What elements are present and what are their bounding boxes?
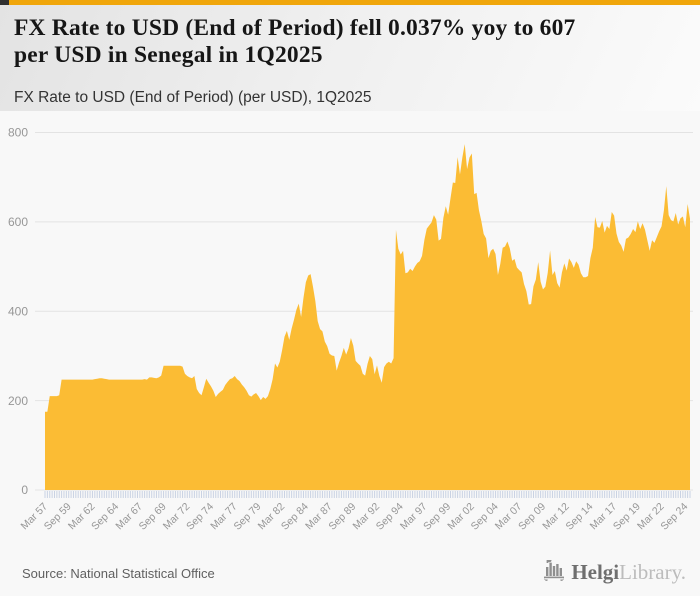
brand-name-helgi: Helgi bbox=[571, 560, 620, 584]
svg-text:Sep 69: Sep 69 bbox=[137, 501, 169, 533]
top-accent-bar-amber-segment bbox=[9, 0, 700, 5]
fx-rate-area-series bbox=[45, 144, 690, 490]
source-attribution: Source: National Statistical Office bbox=[22, 566, 215, 581]
svg-text:400: 400 bbox=[8, 304, 28, 318]
chart-headline-line1: FX Rate to USD (End of Period) fell 0.03… bbox=[14, 15, 576, 41]
x-axis-tick-marks bbox=[44, 491, 691, 498]
svg-text:Mar 82: Mar 82 bbox=[256, 501, 288, 533]
y-axis-labels: 0 200 400 600 800 bbox=[8, 126, 28, 498]
svg-text:Mar 62: Mar 62 bbox=[66, 501, 98, 533]
svg-text:Sep 79: Sep 79 bbox=[232, 501, 264, 533]
svg-text:Mar 07: Mar 07 bbox=[493, 501, 525, 533]
svg-text:Sep 94: Sep 94 bbox=[374, 501, 406, 533]
svg-text:800: 800 bbox=[8, 126, 28, 140]
svg-text:Sep 89: Sep 89 bbox=[326, 501, 358, 533]
brand-name-library: Library. bbox=[619, 560, 686, 584]
svg-text:Sep 19: Sep 19 bbox=[611, 501, 643, 533]
svg-text:Sep 59: Sep 59 bbox=[42, 501, 74, 533]
svg-text:Mar 12: Mar 12 bbox=[540, 501, 572, 533]
svg-text:Mar 22: Mar 22 bbox=[635, 501, 667, 533]
svg-text:Mar 72: Mar 72 bbox=[161, 501, 193, 533]
chart-headline-line2: per USD in Senegal in 1Q2025 bbox=[14, 42, 323, 69]
svg-text:Sep 84: Sep 84 bbox=[279, 501, 311, 533]
top-accent-bar bbox=[0, 0, 700, 5]
chart-subtitle: FX Rate to USD (End of Period) (per USD)… bbox=[14, 89, 372, 106]
chart-headline: FX Rate to USD (End of Period) fell 0.03… bbox=[14, 15, 686, 70]
svg-text:Mar 17: Mar 17 bbox=[588, 501, 620, 533]
svg-text:Sep 64: Sep 64 bbox=[89, 501, 121, 533]
chart-footer: Source: National Statistical Office bbox=[0, 544, 700, 596]
svg-text:Sep 74: Sep 74 bbox=[184, 501, 216, 533]
svg-text:Sep 09: Sep 09 bbox=[516, 501, 548, 533]
svg-text:Mar 57: Mar 57 bbox=[19, 501, 51, 533]
svg-text:Mar 87: Mar 87 bbox=[303, 501, 335, 533]
helgilibrary-logo-icon bbox=[542, 558, 566, 587]
svg-text:Mar 92: Mar 92 bbox=[351, 501, 383, 533]
svg-text:Sep 14: Sep 14 bbox=[564, 501, 596, 533]
svg-text:Mar 02: Mar 02 bbox=[445, 501, 477, 533]
svg-text:Mar 97: Mar 97 bbox=[398, 501, 430, 533]
svg-text:600: 600 bbox=[8, 215, 28, 229]
svg-text:Sep 24: Sep 24 bbox=[658, 501, 690, 533]
helgilibrary-brand: Helgi Library. bbox=[542, 558, 686, 587]
svg-text:200: 200 bbox=[8, 394, 28, 408]
top-accent-bar-dark-segment bbox=[0, 0, 9, 5]
chart-header: FX Rate to USD (End of Period) fell 0.03… bbox=[0, 5, 700, 111]
svg-text:Mar 67: Mar 67 bbox=[113, 501, 145, 533]
svg-text:0: 0 bbox=[21, 483, 28, 497]
svg-text:Sep 04: Sep 04 bbox=[469, 501, 501, 533]
svg-text:Mar 77: Mar 77 bbox=[208, 501, 240, 533]
grid-layer bbox=[35, 132, 693, 491]
svg-text:Sep 99: Sep 99 bbox=[421, 501, 453, 533]
